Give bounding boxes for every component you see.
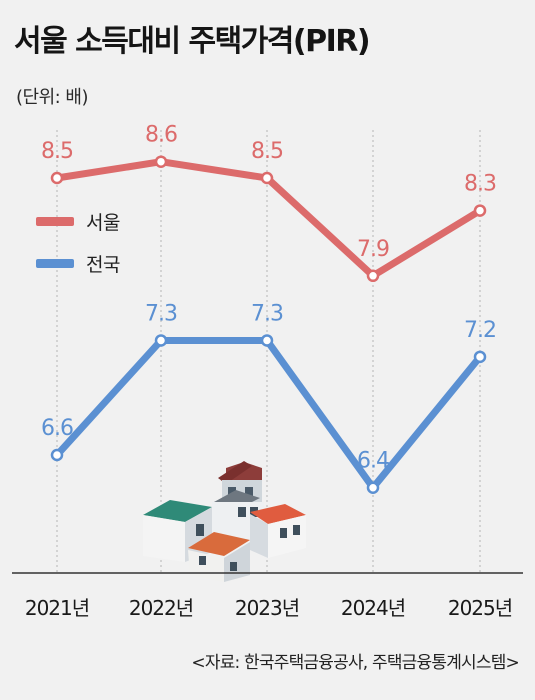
x-tick-label-1: 2021년 [25,596,89,620]
houses-illustration [143,461,306,582]
data-label-national-5: 7.2 [464,318,496,343]
house-right [250,504,306,558]
data-label-seoul-2: 8.6 [145,123,177,148]
data-label-seoul-4: 7.9 [357,237,389,262]
unit-label: (단위: 배) [16,87,89,108]
data-point-national-2 [154,334,168,347]
x-tick-label-4: 2024년 [341,596,405,620]
house-left [143,500,212,562]
data-label-national-1: 6.6 [41,416,73,441]
data-label-seoul-5: 8.3 [464,172,496,197]
chart-title: 서울 소득대비 주택가격(PIR) [14,24,371,59]
x-tick-label-2: 2022년 [129,596,193,620]
data-point-national-1 [50,448,64,462]
data-point-seoul-3 [260,171,274,185]
source-note: <자료: 한국주택금융공사, 주택금융통계시스템> [191,653,519,673]
data-point-national-4 [366,481,380,494]
house-front [188,532,250,582]
data-label-seoul-1: 8.5 [41,139,73,164]
data-point-national-5 [473,350,487,364]
data-point-seoul-5 [473,204,487,217]
legend-swatch-seoul [36,217,74,226]
data-point-seoul-2 [154,155,168,168]
data-label-national-2: 7.3 [145,301,177,326]
data-point-seoul-1 [50,171,64,185]
legend-swatch-national [36,259,74,268]
data-labels: 8.5 8.6 8.5 7.9 8.3 6.6 7.3 7.3 6.4 7.2 [41,123,497,474]
data-label-seoul-3: 8.5 [251,139,283,164]
legend-label-national: 전국 [86,254,120,276]
data-point-seoul-4 [366,269,380,283]
grid-lines [56,130,481,573]
x-tick-labels: 2021년 2022년 2023년 2024년 2025년 [25,596,513,620]
data-point-national-3 [260,334,274,347]
x-tick-label-3: 2023년 [235,596,299,620]
legend-item-national: 전국 [36,250,120,277]
legend-label-seoul: 서울 [86,212,120,234]
x-tick-label-5: 2025년 [448,596,512,620]
data-label-national-4: 6.4 [357,449,389,474]
data-label-national-3: 7.3 [251,301,283,326]
series-line-national [53,336,484,492]
legend-item-seoul: 서울 [36,208,120,235]
series-layer [50,155,487,494]
